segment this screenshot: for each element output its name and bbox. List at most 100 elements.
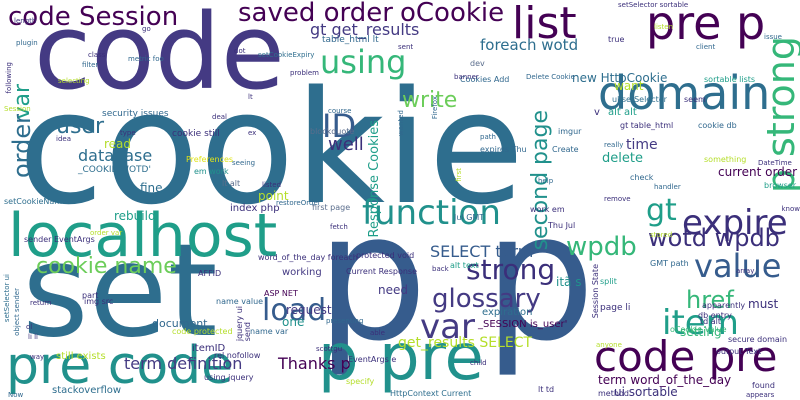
cloud-word: GMT path xyxy=(650,259,689,268)
cloud-word: issue xyxy=(764,33,782,41)
cloud-word: read xyxy=(104,137,132,151)
cloud-word: length xyxy=(14,17,37,25)
cloud-word: alt text xyxy=(450,261,479,270)
cloud-word: Session xyxy=(4,105,31,113)
cloud-word: li li xyxy=(28,333,39,341)
cloud-word: set xyxy=(22,217,218,366)
cloud-word: one xyxy=(282,315,305,329)
cloud-word: sender EventArgs xyxy=(24,235,95,244)
cloud-word: client xyxy=(696,43,716,51)
cloud-word: table_html lt xyxy=(322,35,379,45)
cloud-word: Thanks p xyxy=(278,354,351,373)
cloud-word: expires Thu xyxy=(480,145,527,154)
cloud-word: first xyxy=(455,168,463,182)
cloud-word: object sender xyxy=(13,288,21,336)
cloud-word: Thu Jul xyxy=(548,221,576,230)
cloud-word: code Session xyxy=(8,2,179,32)
cloud-word: order xyxy=(8,114,36,178)
cloud-word: document xyxy=(152,317,208,330)
cloud-word: gt table_html xyxy=(620,121,674,130)
cloud-word: filter xyxy=(82,61,99,69)
cloud-word: really xyxy=(604,141,624,149)
cloud-word: secure domain xyxy=(728,335,788,344)
cloud-word: get_results SELECT xyxy=(398,335,533,351)
cloud-word: foreach wotd xyxy=(480,36,579,54)
cloud-word: lt td xyxy=(538,385,555,394)
cloud-word: working xyxy=(282,267,322,278)
cloud-word: ol xyxy=(26,323,33,331)
cloud-word: Now xyxy=(8,391,24,399)
cloud-word: pre code xyxy=(6,336,234,396)
cloud-word: sortable lists xyxy=(704,75,756,84)
cloud-word: user xyxy=(56,114,104,139)
cloud-word: Firefox xyxy=(431,96,439,120)
cloud-word: alt alt xyxy=(608,107,637,118)
cloud-word: domain xyxy=(598,66,771,120)
cloud-word: _COOKIE WOTD' xyxy=(78,165,151,175)
cloud-word: request xyxy=(286,303,332,317)
cloud-word: EventArgs e xyxy=(348,355,397,364)
cloud-word: idea xyxy=(56,135,71,143)
cloud-word: handler xyxy=(654,183,681,191)
cloud-word: code pre xyxy=(594,332,778,381)
cloud-word: load xyxy=(262,293,327,328)
cloud-word: itemID xyxy=(192,343,226,354)
cloud-word: still exists xyxy=(56,351,106,362)
cloud-word: Jul GMT xyxy=(454,213,485,222)
cloud-word: glossary xyxy=(432,284,541,314)
cloud-word: cookie still xyxy=(172,129,220,139)
cloud-word: SELECT term xyxy=(430,242,534,261)
cloud-word: found xyxy=(752,381,775,390)
cloud-word: word_of_the_day foreach xyxy=(258,253,358,262)
cloud-word: expire xyxy=(682,203,788,243)
cloud-word: item xyxy=(662,303,739,343)
cloud-word: oCookie Value xyxy=(670,325,727,334)
cloud-word: able xyxy=(370,329,385,337)
cloud-word: seem xyxy=(684,95,706,104)
cloud-word: code protected xyxy=(172,327,233,336)
cloud-word: protected void xyxy=(356,251,415,260)
cloud-word: security issues xyxy=(102,109,169,119)
cloud-word: go xyxy=(142,25,151,33)
cloud-word: want xyxy=(614,79,644,93)
cloud-word: imgur xyxy=(558,127,582,136)
cloud-word: know xyxy=(781,205,800,213)
cloud-word: path xyxy=(480,133,496,141)
cloud-word: wpdb xyxy=(566,232,637,262)
cloud-word: ui sortable xyxy=(614,385,678,399)
cloud-word: localhost xyxy=(8,201,278,271)
cloud-word: output Text xyxy=(716,347,762,356)
cloud-word: wotd wpdb xyxy=(648,224,780,252)
cloud-word: check xyxy=(630,173,654,182)
cloud-word: index php xyxy=(230,203,280,214)
cloud-word: ID xyxy=(322,107,357,145)
cloud-word: class xyxy=(88,51,106,59)
cloud-word: cookie name xyxy=(36,254,177,279)
cloud-word: p pre xyxy=(318,321,484,395)
cloud-word: dev xyxy=(470,59,485,68)
cloud-word: expiration xyxy=(482,307,533,318)
cloud-word: part xyxy=(82,291,99,300)
cloud-word: DateTime xyxy=(758,159,792,167)
cloud-word: back xyxy=(432,265,449,273)
cloud-word: must xyxy=(748,297,779,311)
cloud-word: selecting xyxy=(58,77,90,85)
cloud-word: stackoverflow xyxy=(52,385,122,396)
cloud-word: apparently xyxy=(702,301,746,310)
cloud-word: sent xyxy=(398,43,414,51)
cloud-word: well xyxy=(328,134,364,155)
cloud-word: way xyxy=(30,353,45,361)
cloud-word: write xyxy=(402,88,458,113)
cloud-word: list xyxy=(512,0,577,49)
cloud-word: stored xyxy=(650,231,673,239)
cloud-word: AFFID xyxy=(198,269,222,278)
cloud-word: array xyxy=(736,267,755,275)
cloud-word: child xyxy=(470,359,487,367)
cloud-word: setCookieName xyxy=(4,197,67,206)
cloud-word: Cookies Add xyxy=(460,75,510,84)
cloud-word: setSelector sortable xyxy=(618,1,689,9)
cloud-word: anyone xyxy=(596,341,622,349)
cloud-word: return xyxy=(30,299,52,307)
cloud-word: current order xyxy=(718,165,798,179)
